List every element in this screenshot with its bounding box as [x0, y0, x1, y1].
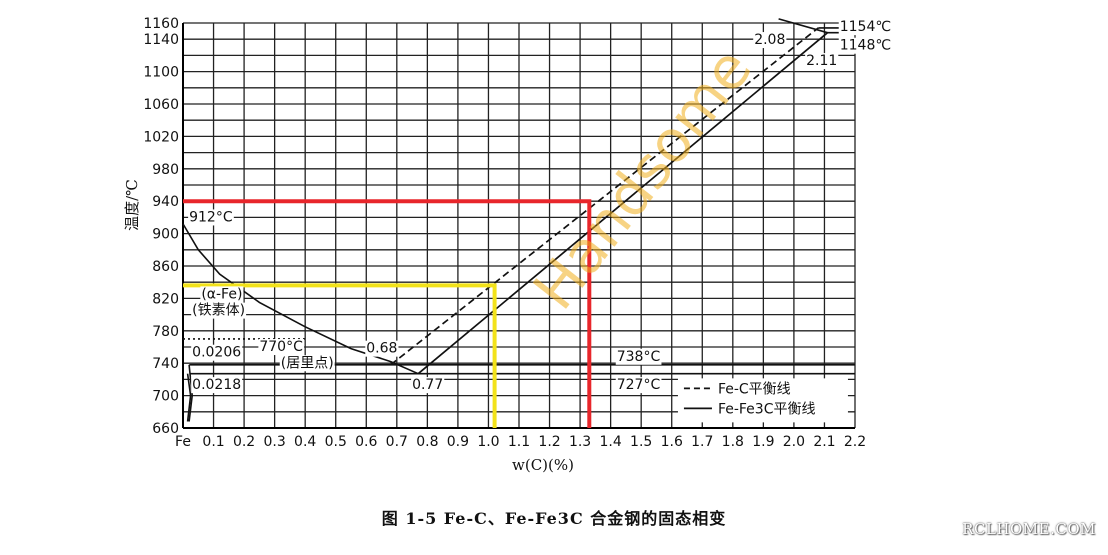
phase-line-8	[778, 18, 828, 34]
y-tick-label-12: 1140	[143, 32, 179, 48]
highlight-lines	[183, 199, 592, 428]
watermark-brand: RCLHOME.COM	[962, 520, 1096, 538]
figure-caption: 图 1-5 Fe-C、Fe-Fe3C 合金钢的固态相变	[381, 509, 727, 528]
x-tick-label-15: 1.5	[630, 434, 652, 450]
annotation-bg-0	[188, 209, 234, 226]
phase-line-3	[188, 364, 194, 422]
y-tick-label-13: 1160	[143, 16, 179, 32]
x-tick-label-14: 1.4	[600, 434, 622, 450]
series-line-0	[390, 27, 819, 366]
legend-label-0: Fe-C平衡线	[718, 381, 791, 397]
x-tick-label-17: 1.7	[691, 434, 713, 450]
x-tick-label-3: 0.3	[264, 434, 286, 450]
legend: Fe-C平衡线 Fe-Fe3C平衡线	[677, 378, 848, 423]
phase-line-0	[182, 223, 419, 375]
annotation-12: 2.11	[806, 53, 837, 69]
annotation-bg-10	[615, 377, 662, 394]
annotation-14: 1148℃	[840, 38, 891, 54]
x-tick-label-19: 1.9	[752, 434, 774, 450]
annotation-bg-7	[365, 340, 399, 357]
x-tick-label-21: 2.1	[813, 434, 835, 450]
y-tick-label-2: 740	[152, 356, 179, 372]
series-layer	[390, 27, 829, 375]
annotation-bg-8	[411, 377, 445, 394]
red-guide-line	[183, 199, 592, 428]
annotation-bg-2	[191, 302, 247, 319]
annotation-8: 0.77	[412, 377, 443, 393]
annotation-2: (铁素体)	[192, 303, 245, 319]
x-tick-label-4: 0.4	[294, 434, 316, 450]
x-tick-label-20: 2.0	[783, 434, 805, 450]
y-tick-label-3: 780	[152, 324, 179, 340]
y-axis-label: 温度/℃	[123, 179, 141, 231]
x-tick-label-2: 0.2	[233, 434, 255, 450]
annotation-10: 727°C	[617, 377, 661, 393]
legend-label-1: Fe-Fe3C平衡线	[718, 401, 816, 417]
x-tick-label-10: 1.0	[477, 434, 499, 450]
x-tick-label-1: 0.1	[202, 434, 224, 450]
annotation-13: 1154℃	[840, 19, 891, 35]
x-tick-label-12: 1.2	[538, 434, 560, 450]
x-tick-label-7: 0.7	[386, 434, 408, 450]
y-tick-label-1: 700	[152, 389, 179, 405]
x-tick-label-0: Fe	[175, 434, 191, 450]
annotation-6: (居里点)	[281, 355, 334, 371]
y-tick-label-11: 1100	[143, 65, 179, 81]
annotation-11: 2.08	[754, 32, 785, 48]
annotation-bg-1	[200, 286, 244, 303]
annotation-1: (α-Fe)	[201, 286, 242, 302]
y-tick-label-10: 1060	[143, 97, 179, 113]
y-tick-label-7: 940	[152, 194, 179, 210]
grid	[182, 22, 856, 429]
x-tick-label-6: 0.6	[355, 434, 377, 450]
y-tick-label-4: 820	[152, 291, 179, 307]
x-tick-label-18: 1.8	[722, 434, 744, 450]
series-line-1	[417, 32, 829, 375]
y-tick-label-5: 860	[152, 259, 179, 275]
annotation-bg-9	[615, 348, 662, 365]
phase-line-4	[186, 373, 192, 422]
annotation-3: 0.0206	[192, 345, 241, 361]
x-tick-label-9: 0.9	[447, 434, 469, 450]
annotation-bg-12	[805, 53, 839, 70]
x-tick-label-22: 2.2	[844, 434, 866, 450]
y-tick-label-6: 900	[152, 227, 179, 243]
annotation-5: 770°C	[259, 339, 303, 355]
annotation-bg-5	[258, 339, 305, 356]
legend-background	[677, 378, 848, 423]
annotation-4: 0.0218	[192, 377, 241, 393]
x-axis-label: w(C)(%)	[512, 456, 574, 474]
annotation-bg-3	[191, 344, 243, 361]
tick-labels: 660 700 740 780 820 860 900 940 980 1020 1060 1100 1…	[143, 16, 866, 450]
x-tick-label-13: 1.3	[569, 434, 591, 450]
annotation-bg-4	[191, 377, 243, 394]
annotation-7: 0.68	[366, 341, 397, 357]
y-tick-label-8: 980	[152, 162, 179, 178]
annotation-bg-11	[753, 32, 787, 49]
y-tick-label-9: 1020	[143, 129, 179, 145]
annotations: 912°C (α-Fe)(铁素体) 0.0206 0.0218 770°C(居里点) 0.…	[188, 19, 893, 394]
annotation-bg-13	[838, 19, 893, 36]
yellow-guide-line	[183, 283, 497, 428]
y-tick-label-0: 660	[152, 421, 179, 437]
x-tick-label-16: 1.6	[661, 434, 683, 450]
annotation-0: 912°C	[189, 209, 233, 225]
annotation-9: 738°C	[617, 349, 661, 365]
annotation-bg-14	[838, 37, 893, 54]
annotation-bg-6	[279, 355, 335, 372]
x-tick-label-8: 0.8	[416, 434, 438, 450]
x-tick-label-5: 0.5	[325, 434, 347, 450]
x-tick-label-11: 1.1	[508, 434, 530, 450]
